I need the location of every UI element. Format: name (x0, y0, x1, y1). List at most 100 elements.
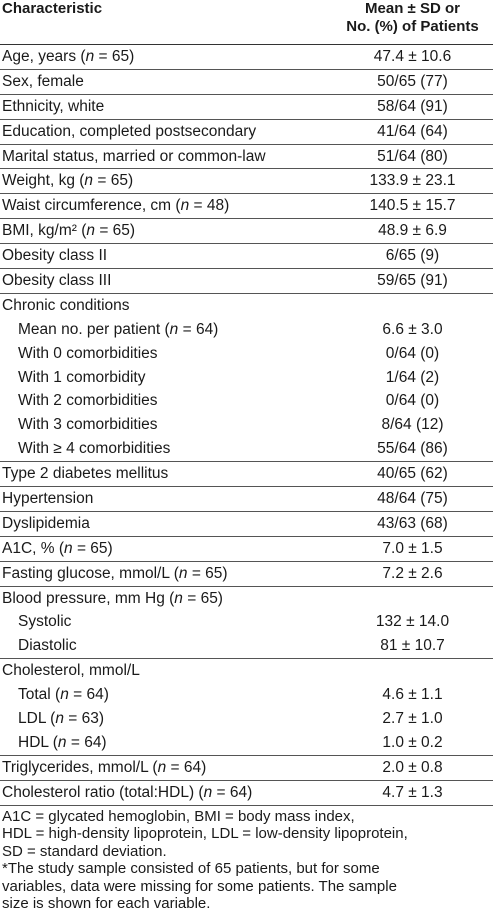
row-value: 7.2 ± 2.6 (382, 564, 443, 582)
row-value: 140.5 ± 15.7 (369, 197, 456, 215)
section: Cholesterol, mmol/L Total (n = 64) 4.6 ± 1… (0, 659, 493, 756)
footnote-line: SD = standard deviation. (2, 842, 167, 860)
section: Blood pressure, mm Hg (n = 65) Systolic 13… (0, 587, 493, 660)
row-label: Fasting glucose, mmol/L (n = 65) (2, 564, 228, 582)
section: Obesity class II 6/65 (9) (0, 244, 493, 270)
footnotes: A1C = glycated hemoglobin, BMI = body ma… (0, 806, 493, 913)
row-label: LDL (n = 63) (18, 709, 105, 727)
row-label: With 2 comorbidities (18, 392, 158, 410)
row-label: With 0 comorbidities (18, 344, 158, 362)
section: Education, completed postsecondary 41/64 … (0, 120, 493, 145)
section: Sex, female 50/65 (77) (0, 70, 493, 95)
row-label: Systolic (18, 613, 72, 631)
sub-row: With 1 comorbidity 1/64 (2) (0, 366, 493, 390)
section: Fasting glucose, mmol/L (n = 65) 7.2 ± 2.… (0, 562, 493, 587)
section: Dyslipidemia 43/63 (68) (0, 512, 493, 537)
row: Chronic conditions (0, 294, 493, 318)
footnote-line: A1C = glycated hemoglobin, BMI = body ma… (2, 807, 355, 825)
row: Marital status, married or common-law 51/… (0, 145, 493, 169)
row-value: 1/64 (2) (385, 368, 440, 386)
row-label: A1C, % (n = 65) (2, 539, 113, 557)
section: BMI, kg/m² (n = 65) 48.9 ± 6.9 (0, 219, 493, 245)
sub-row: Systolic 132 ± 14.0 (0, 610, 493, 634)
sub-row: With 3 comorbidities 8/64 (12) (0, 413, 493, 437)
row-label: Sex, female (2, 72, 84, 90)
row: Obesity class III 59/65 (91) (0, 269, 493, 293)
row-label: Obesity class II (2, 247, 108, 265)
section: A1C, % (n = 65) 7.0 ± 1.5 (0, 537, 493, 562)
footnote-line: variables, data were missing for some pa… (2, 877, 397, 895)
row-label: Ethnicity, white (2, 97, 105, 115)
section: Triglycerides, mmol/L (n = 64) 2.0 ± 0.8 (0, 756, 493, 781)
header-value-line: No. (%) of Patients (346, 18, 479, 35)
sub-row: With 0 comorbidities 0/64 (0) (0, 342, 493, 366)
row-label: Cholesterol, mmol/L (2, 662, 140, 680)
row-label: Type 2 diabetes mellitus (2, 465, 169, 483)
row: Blood pressure, mm Hg (n = 65) (0, 587, 493, 611)
row-value: 7.0 ± 1.5 (382, 539, 443, 557)
row-label: Education, completed postsecondary (2, 122, 257, 140)
row-label: HDL (n = 64) (18, 733, 107, 751)
row-value: 2.7 ± 1.0 (382, 709, 443, 727)
row-label: With 3 comorbidities (18, 416, 158, 434)
section: Ethnicity, white 58/64 (91) (0, 95, 493, 120)
row: Waist circumference, cm (n = 48) 140.5 ± … (0, 194, 493, 218)
row-value: 55/64 (86) (377, 440, 448, 458)
row-label: With ≥ 4 comorbidities (18, 440, 171, 458)
row-value: 59/65 (91) (377, 271, 448, 289)
sub-row: With ≥ 4 comorbidities 55/64 (86) (0, 437, 493, 461)
section: Age, years (n = 65) 47.4 ± 10.6 (0, 45, 493, 70)
row-label: Total (n = 64) (18, 686, 109, 704)
row-value: 4.6 ± 1.1 (382, 686, 443, 704)
sub-row: HDL (n = 64) 1.0 ± 0.2 (0, 731, 493, 755)
row-value: 58/64 (91) (377, 97, 448, 115)
row-value: 133.9 ± 23.1 (369, 172, 456, 190)
sub-row: With 2 comorbidities 0/64 (0) (0, 389, 493, 413)
row-value: 51/64 (80) (377, 147, 448, 165)
row-label: Cholesterol ratio (total:HDL) (n = 64) (2, 783, 253, 801)
row-value: 47.4 ± 10.6 (373, 47, 452, 65)
row: BMI, kg/m² (n = 65) 48.9 ± 6.9 (0, 219, 493, 243)
row-label: Marital status, married or common-law (2, 147, 266, 165)
section: Cholesterol ratio (total:HDL) (n = 64) 4.… (0, 781, 493, 806)
row-value: 41/64 (64) (377, 122, 448, 140)
row: Obesity class II 6/65 (9) (0, 244, 493, 268)
row-value: 0/64 (0) (385, 392, 440, 410)
row: Cholesterol ratio (total:HDL) (n = 64) 4.… (0, 781, 493, 805)
row-value: 132 ± 14.0 (375, 613, 450, 631)
row-value: 48/64 (75) (377, 489, 448, 507)
row-label: Triglycerides, mmol/L (n = 64) (2, 758, 207, 776)
row-value: 50/65 (77) (377, 72, 448, 90)
footnote-line: size is shown for each variable. (2, 895, 211, 913)
row-label: Mean no. per patient (n = 64) (18, 320, 219, 338)
header-characteristic: Characteristic (2, 0, 103, 17)
row-value: 2.0 ± 0.8 (382, 758, 443, 776)
row-value: 81 ± 10.7 (380, 637, 445, 655)
sub-row: Diastolic 81 ± 10.7 (0, 634, 493, 658)
row: A1C, % (n = 65) 7.0 ± 1.5 (0, 537, 493, 561)
section: Marital status, married or common-law 51/… (0, 145, 493, 170)
row: Dyslipidemia 43/63 (68) (0, 512, 493, 536)
row-value: 0/64 (0) (385, 344, 440, 362)
section: Hypertension 48/64 (75) (0, 487, 493, 512)
row-label: Blood pressure, mm Hg (n = 65) (2, 589, 223, 607)
row-label: Chronic conditions (2, 296, 130, 314)
row: Ethnicity, white 58/64 (91) (0, 95, 493, 119)
sub-row: Total (n = 64) 4.6 ± 1.1 (0, 683, 493, 707)
row-value: 6.6 ± 3.0 (382, 320, 443, 338)
row: Sex, female 50/65 (77) (0, 70, 493, 94)
section: Type 2 diabetes mellitus 40/65 (62) (0, 462, 493, 488)
row: Hypertension 48/64 (75) (0, 487, 493, 511)
row-value: 6/65 (9) (385, 247, 440, 265)
row-label: Age, years (n = 65) (2, 47, 135, 65)
row-value: 48.9 ± 6.9 (378, 222, 447, 240)
row-label: Diastolic (18, 637, 77, 655)
section: Chronic conditions Mean no. per patient (… (0, 294, 493, 463)
header-value: Mean ± SD or No. (%) of Patients (332, 0, 493, 44)
row-label: BMI, kg/m² (n = 65) (2, 222, 136, 240)
header-value-line: Mean ± SD or (365, 0, 460, 17)
row: Fasting glucose, mmol/L (n = 65) 7.2 ± 2.… (0, 562, 493, 586)
row: Triglycerides, mmol/L (n = 64) 2.0 ± 0.8 (0, 756, 493, 780)
table-header: Characteristic Mean ± SD or No. (%) of P… (0, 0, 493, 45)
